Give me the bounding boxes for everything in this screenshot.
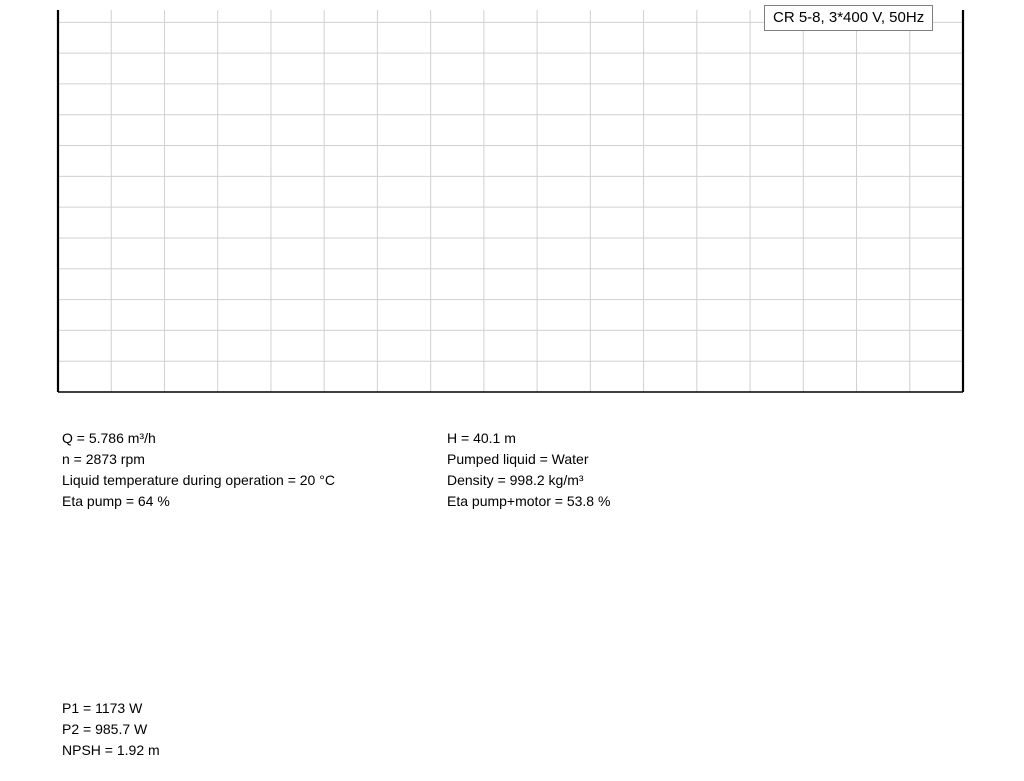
head-efficiency-chart [56,10,965,393]
model-title-box: CR 5-8, 3*400 V, 50Hz [764,5,934,31]
power-npsh-chart [0,515,1024,715]
duty-info-line-right-0: H = 40.1 m [447,430,516,446]
duty-info-line-right-1: Pumped liquid = Water [447,451,589,467]
duty-info-line-3: Eta pump = 64 % [62,493,170,509]
duty-info-line-right-3: Eta pump+motor = 53.8 % [447,493,611,509]
power-info-block: P1 = 1173 W P2 = 985.7 W NPSH = 1.92 m [62,698,160,761]
duty-info-line-1: n = 2873 rpm [62,451,145,467]
duty-info-right-column: H = 40.1 m Pumped liquid = Water Density =… [447,428,610,512]
power-info-line-1: P2 = 985.7 W [62,721,148,737]
power-info-line-0: P1 = 1173 W [62,700,143,716]
model-title-label: CR 5-8, 3*400 V, 50Hz [773,9,925,26]
duty-info-left-column: Q = 5.786 m³/h n = 2873 rpm Liquid tempera… [62,428,335,512]
axes [56,10,965,393]
duty-info-line-right-2: Density = 998.2 kg/m³ [447,472,584,488]
plot-background [58,10,963,392]
duty-info-line-2: Liquid temperature during operation = 20… [62,472,335,488]
upper-plot-group [56,10,965,393]
power-info-line-2: NPSH = 1.92 m [62,742,160,758]
duty-info-line-0: Q = 5.786 m³/h [62,430,156,446]
